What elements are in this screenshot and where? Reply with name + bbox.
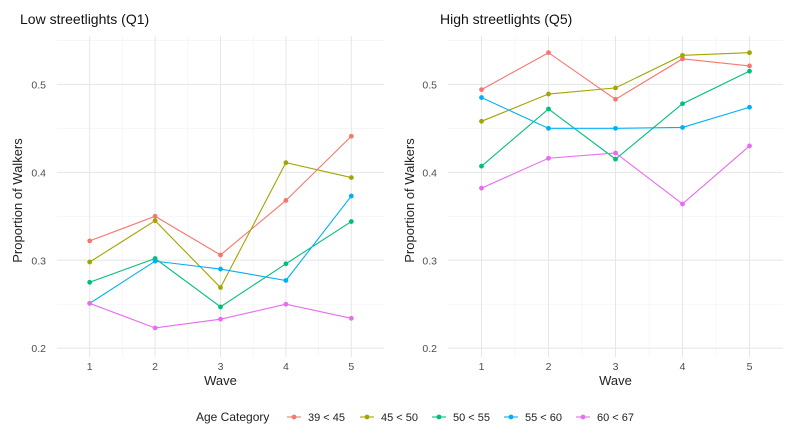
legend-key-point (580, 414, 586, 420)
y-tick-label: 0.2 (422, 343, 437, 355)
data-point (87, 238, 93, 244)
data-point (348, 219, 354, 224)
data-point (218, 304, 223, 310)
data-point (747, 68, 752, 74)
data-point (680, 52, 685, 58)
data-point (348, 175, 354, 180)
legend-title: Age Category (196, 410, 269, 424)
x-tick-label: 5 (747, 361, 753, 373)
data-point (87, 300, 93, 306)
x-tick-label: 4 (680, 361, 686, 373)
data-point (218, 285, 223, 290)
data-point (283, 261, 289, 267)
x-tick-label: 5 (348, 361, 354, 373)
data-point (680, 201, 685, 207)
legend-label: 60 < 67 (597, 412, 634, 424)
data-point (613, 125, 618, 131)
data-point (348, 315, 354, 321)
y-tick-label: 0.2 (31, 343, 46, 355)
legend-label: 39 < 45 (308, 412, 345, 424)
data-point (613, 96, 618, 102)
y-tick-label: 0.5 (31, 79, 46, 91)
data-point (546, 155, 551, 161)
legend-key-point (436, 414, 442, 420)
y-tick-label: 0.5 (422, 79, 437, 91)
x-tick-label: 4 (283, 361, 289, 373)
data-point (479, 163, 484, 169)
data-point (152, 213, 158, 219)
data-point (680, 56, 685, 62)
data-point (747, 104, 752, 110)
data-point (283, 160, 289, 166)
data-point (348, 133, 354, 139)
legend-key-point (291, 414, 297, 420)
x-axis-title: Wave (599, 373, 632, 388)
y-tick-label: 0.4 (422, 167, 437, 179)
data-point (152, 325, 158, 331)
data-point (546, 50, 551, 56)
panel-high-streetlights: High streetlights (Q5) 0.2 0.3 0.4 0.5 1 2 3 4 5 W… (402, 11, 783, 388)
panel-title: Low streetlights (Q1) (20, 11, 149, 27)
data-point (479, 95, 484, 100)
y-axis-title: Proportion of Walkers (10, 138, 25, 263)
y-tick-label: 0.3 (422, 255, 437, 267)
data-point (348, 193, 354, 199)
legend-key-point (364, 414, 370, 420)
data-point (479, 87, 484, 93)
data-point (87, 259, 93, 265)
data-point (87, 279, 93, 285)
data-point (747, 63, 752, 69)
data-point (546, 125, 551, 131)
data-point (680, 125, 685, 130)
legend: Age Category 39 < 45 45 < 50 50 < 55 55 < 60… (196, 410, 634, 424)
x-tick-label: 3 (613, 361, 619, 373)
data-point (152, 218, 158, 224)
data-point (747, 143, 752, 149)
y-tick-label: 0.4 (31, 167, 46, 179)
legend-label: 50 < 55 (453, 412, 490, 424)
data-point (218, 266, 223, 272)
data-point (283, 301, 289, 307)
legend-label: 45 < 50 (381, 412, 418, 424)
x-tick-label: 1 (479, 361, 485, 373)
data-point (613, 85, 618, 91)
data-point (613, 156, 618, 162)
data-point (546, 106, 551, 112)
y-axis-title: Proportion of Walkers (402, 138, 417, 263)
data-point (283, 278, 289, 283)
x-axis-title: Wave (204, 373, 237, 388)
legend-key-point (508, 414, 514, 420)
y-tick-label: 0.3 (31, 255, 46, 267)
data-point (218, 316, 223, 322)
data-point (283, 198, 289, 203)
data-point (747, 50, 752, 56)
data-point (546, 91, 551, 97)
data-point (218, 252, 223, 258)
panel-low-streetlights: Low streetlights (Q1) 0.2 0.3 0.4 0.5 1 2 3 4 5 Wa… (10, 11, 384, 388)
data-point (680, 101, 685, 107)
x-tick-label: 1 (87, 361, 93, 373)
x-tick-label: 3 (218, 361, 224, 373)
panel-title: High streetlights (Q5) (440, 11, 572, 27)
legend-label: 55 < 60 (525, 412, 562, 424)
data-point (613, 150, 618, 156)
data-point (152, 258, 158, 264)
x-tick-label: 2 (546, 361, 552, 373)
x-tick-label: 2 (152, 361, 158, 373)
data-point (479, 185, 484, 191)
data-point (479, 118, 484, 124)
